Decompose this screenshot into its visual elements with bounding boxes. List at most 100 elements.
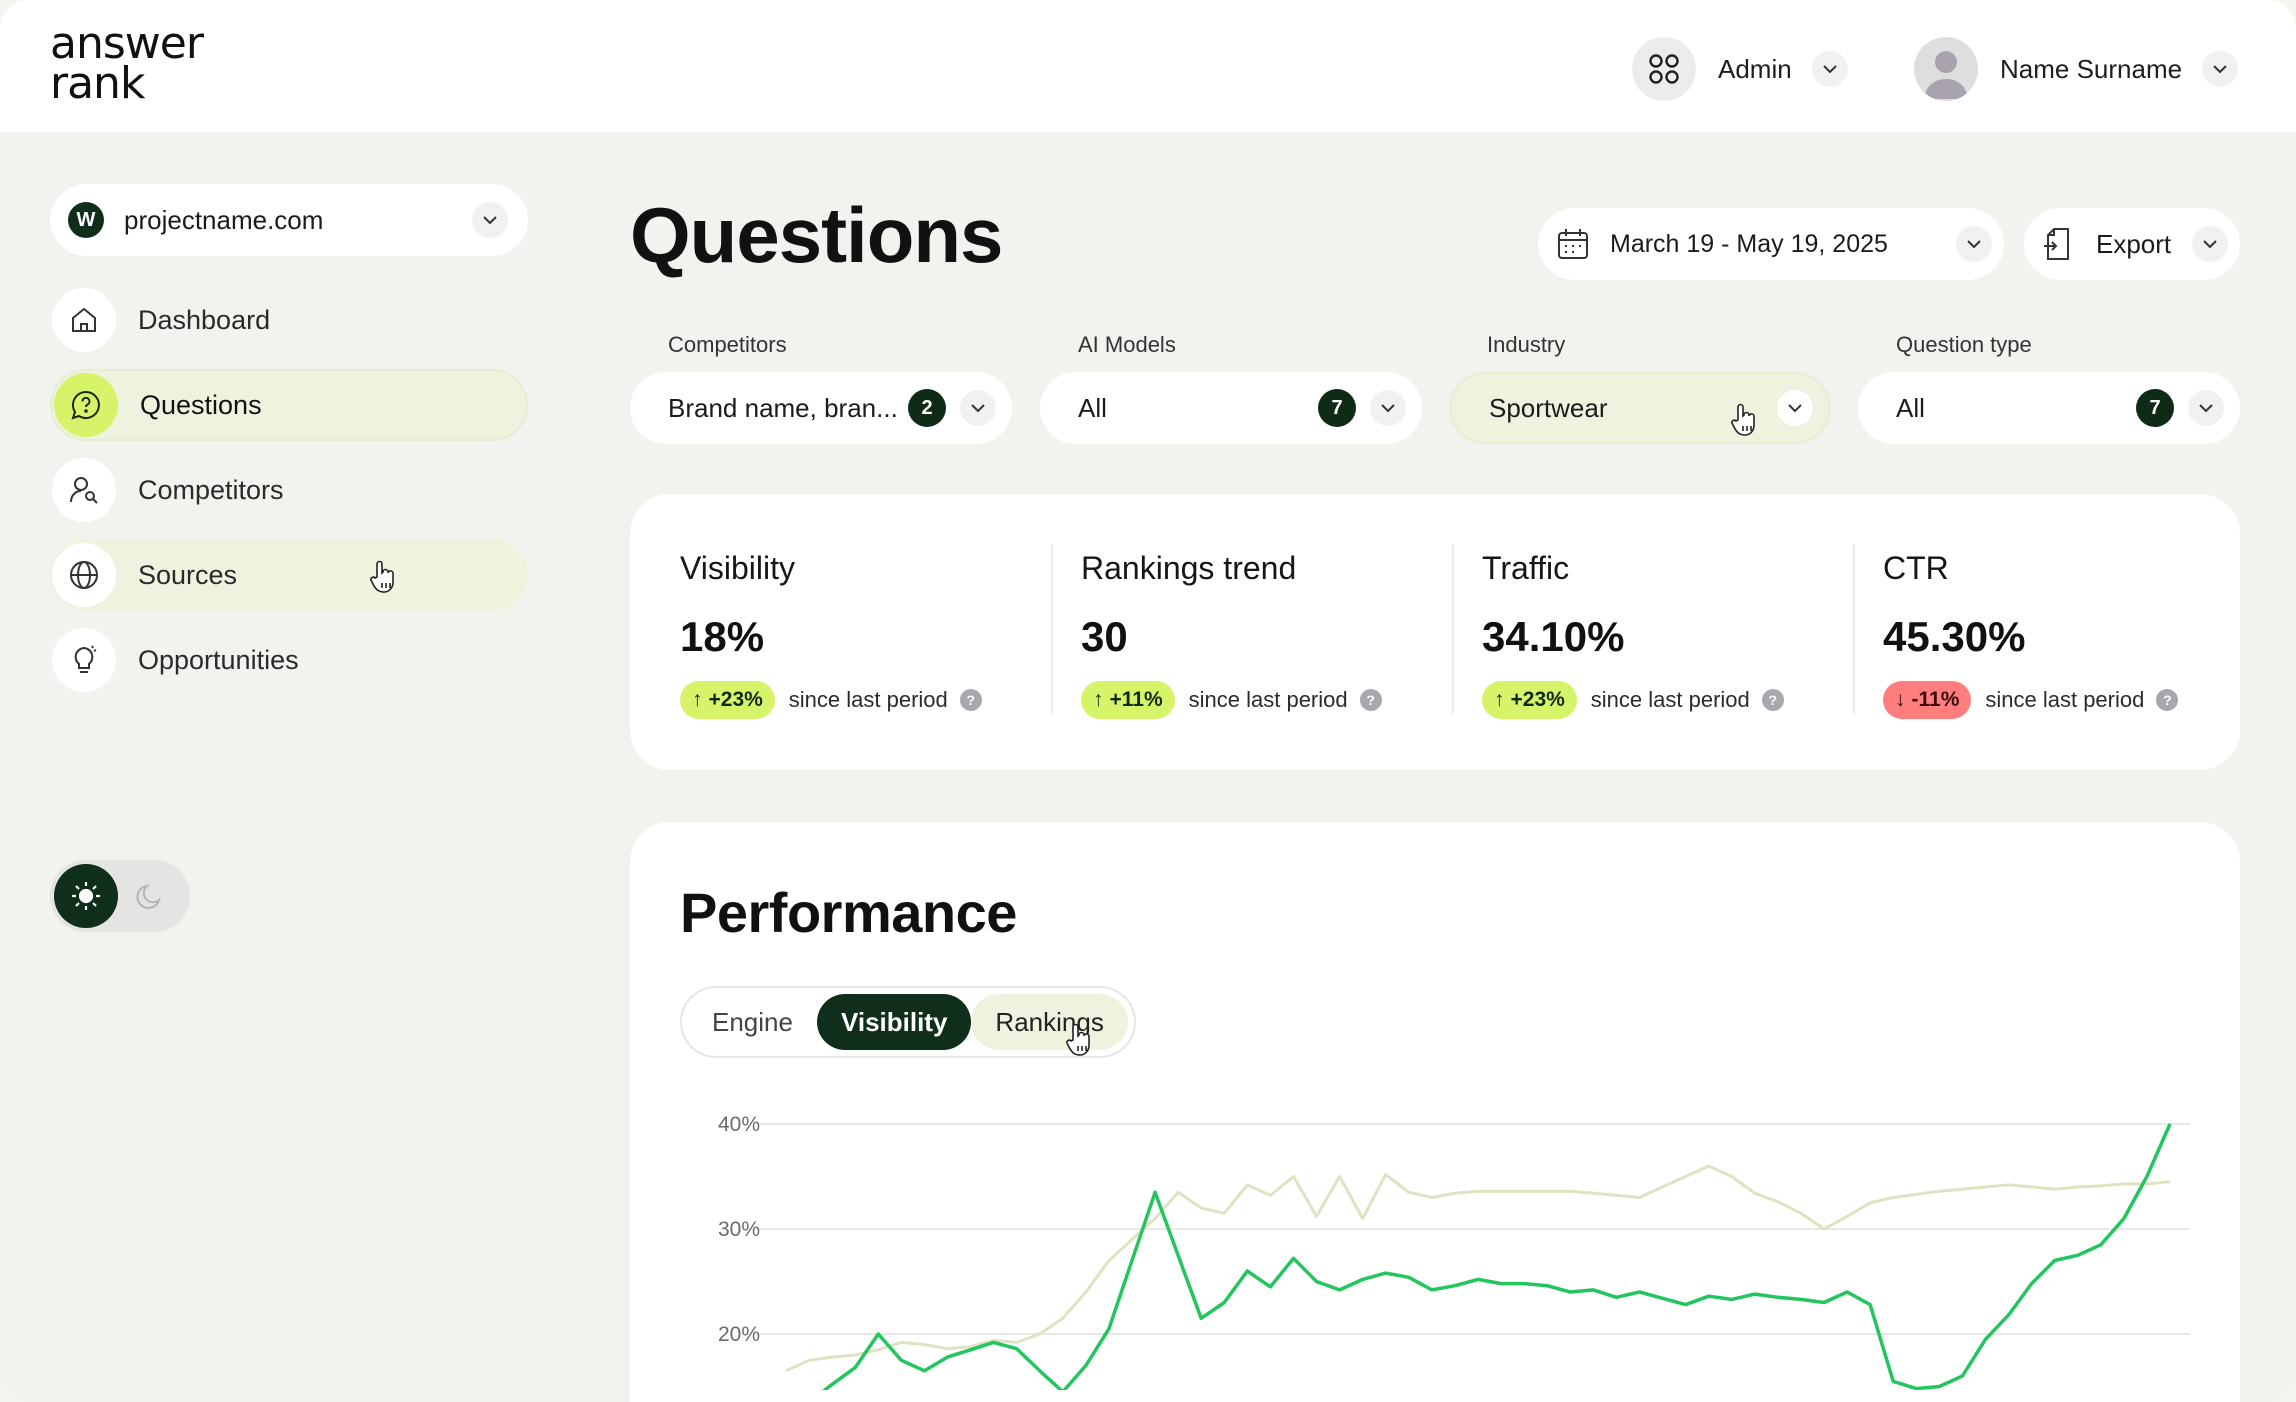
- count-badge: 7: [2136, 389, 2174, 427]
- logo-line-2: rank: [50, 58, 145, 109]
- change-badge: ↑ +11%: [1081, 681, 1175, 719]
- filter-value: Sportwear: [1489, 392, 1608, 423]
- chevron-down-icon[interactable]: [1370, 390, 1406, 426]
- sidebar-item-sources[interactable]: Sources: [50, 539, 528, 611]
- change-value: +11%: [1109, 688, 1163, 711]
- chevron-down-icon[interactable]: [2202, 51, 2239, 87]
- sidebar-item-opportunities[interactable]: Opportunities: [50, 624, 528, 696]
- visibility-line-chart: 40% 30% 20%: [718, 1113, 2190, 1390]
- date-range-picker[interactable]: March 19 - May 19, 2025: [1538, 208, 2004, 280]
- chevron-down-icon[interactable]: [1777, 390, 1813, 426]
- count-badge: 2: [908, 389, 946, 427]
- stat-title: CTR: [1883, 550, 1949, 586]
- change-value: +23%: [708, 688, 763, 711]
- export-file-icon: [2044, 228, 2069, 260]
- y-tick-label: 40%: [718, 1113, 760, 1136]
- sun-icon[interactable]: [54, 864, 118, 928]
- stat-value: 34.10%: [1482, 613, 1625, 660]
- help-icon[interactable]: ?: [1359, 689, 1382, 711]
- tab-rankings[interactable]: Rankings: [971, 994, 1128, 1050]
- sidebar-item-label: Competitors: [138, 474, 284, 505]
- chevron-down-icon[interactable]: [1811, 51, 1848, 87]
- sidebar-item-label: Opportunities: [138, 644, 299, 675]
- hand-cursor-icon: [370, 560, 394, 593]
- help-icon[interactable]: ?: [959, 689, 982, 711]
- series-line: [785, 1164, 2171, 1373]
- sidebar-item-label: Dashboard: [138, 304, 271, 335]
- project-initial: W: [68, 202, 104, 238]
- question-bubble-icon: [54, 373, 118, 437]
- filter-value: All: [1078, 392, 1107, 423]
- filter-label: Question type: [1896, 332, 2032, 357]
- logo-line-1: answer: [50, 18, 204, 69]
- arrow-down-icon: ↓: [1895, 688, 1906, 711]
- since-label: since last period: [1985, 687, 2145, 712]
- arrow-up-icon: ↑: [692, 688, 703, 711]
- sidebar-item-dashboard[interactable]: Dashboard: [50, 284, 528, 356]
- stat-value: 30: [1081, 613, 1128, 660]
- user-name: Name Surname: [2000, 53, 2183, 84]
- filter-competitors: Competitors Brand name, bran... 2: [630, 332, 1012, 444]
- apps-grid-icon: [1632, 37, 1696, 101]
- sidebar-item-questions[interactable]: Questions: [50, 369, 528, 441]
- ai-models-select[interactable]: All 7: [1040, 372, 1422, 444]
- change-badge: ↑ +23%: [680, 681, 775, 719]
- sidebar-item-competitors[interactable]: Competitors: [50, 454, 528, 526]
- performance-tabs: Engine Visibility Rankings: [680, 986, 1136, 1058]
- chevron-down-icon[interactable]: [472, 202, 508, 238]
- stat-value: 18%: [680, 613, 765, 660]
- y-tick-label: 20%: [718, 1323, 760, 1346]
- stat-traffic: Traffic 34.10% ↑ +23% since last period ?: [1438, 494, 1839, 770]
- avatar-icon: [1914, 37, 1978, 101]
- section-title: Performance: [680, 881, 1017, 944]
- top-bar: answer rank Admin Name Surnam: [0, 0, 2296, 132]
- workspace-menu[interactable]: Admin: [1632, 36, 1848, 102]
- since-label: since last period: [1188, 687, 1348, 712]
- date-range-label: March 19 - May 19, 2025: [1610, 229, 1888, 258]
- competitors-select[interactable]: Brand name, bran... 2: [630, 372, 1012, 444]
- filter-label: Competitors: [668, 332, 787, 357]
- export-label: Export: [2096, 228, 2172, 259]
- stats-card: Visibility 18% ↑ +23% since last period ?…: [630, 494, 2240, 770]
- stat-title: Traffic: [1482, 550, 1570, 586]
- calendar-icon: [1558, 229, 1588, 259]
- theme-toggle[interactable]: [50, 860, 190, 932]
- filter-label: AI Models: [1078, 332, 1176, 357]
- arrow-up-icon: ↑: [1494, 688, 1505, 711]
- tab-engine[interactable]: Engine: [712, 1006, 793, 1037]
- count-badge: 7: [1318, 389, 1356, 427]
- sidebar-item-label: Sources: [138, 559, 238, 590]
- help-icon[interactable]: ?: [1761, 689, 1784, 711]
- arrow-up-icon: ↑: [1093, 688, 1104, 711]
- since-label: since last period: [788, 687, 948, 712]
- stat-value: 45.30%: [1883, 613, 2026, 660]
- stat-title: Rankings trend: [1081, 550, 1297, 586]
- chevron-down-icon[interactable]: [960, 390, 996, 426]
- chevron-down-icon[interactable]: [2192, 226, 2228, 262]
- workspace-label: Admin: [1718, 53, 1792, 84]
- filter-value: All: [1896, 392, 1925, 423]
- sidebar-item-label: Questions: [140, 389, 262, 420]
- change-value: +23%: [1510, 688, 1565, 711]
- moon-icon[interactable]: [118, 864, 182, 928]
- project-selector[interactable]: W projectname.com: [50, 184, 528, 256]
- sidebar-nav: Dashboard Questions Competitors Sources: [50, 284, 528, 709]
- help-icon[interactable]: ?: [2156, 689, 2179, 711]
- stat-rankings-trend: Rankings trend 30 ↑ +11% since last perio…: [1037, 494, 1438, 770]
- series-line: [822, 1123, 2172, 1390]
- tab-visibility[interactable]: Visibility: [816, 994, 972, 1050]
- filter-label: Industry: [1487, 332, 1566, 357]
- user-search-icon: [52, 458, 116, 522]
- chevron-down-icon[interactable]: [1956, 226, 1992, 262]
- question-type-select[interactable]: All 7: [1858, 372, 2240, 444]
- user-menu[interactable]: Name Surname: [1914, 36, 2239, 102]
- filter-value: Brand name, bran...: [668, 392, 898, 423]
- export-button[interactable]: Export: [2024, 208, 2240, 280]
- filter-ai-models: AI Models All 7: [1040, 332, 1422, 444]
- change-badge: ↑ +23%: [1482, 681, 1577, 719]
- filter-industry: Industry Sportwear: [1449, 332, 1831, 444]
- stat-visibility: Visibility 18% ↑ +23% since last period ?: [630, 494, 1037, 770]
- chevron-down-icon[interactable]: [2188, 390, 2224, 426]
- industry-select[interactable]: Sportwear: [1449, 372, 1831, 444]
- logo[interactable]: answer rank: [50, 18, 204, 109]
